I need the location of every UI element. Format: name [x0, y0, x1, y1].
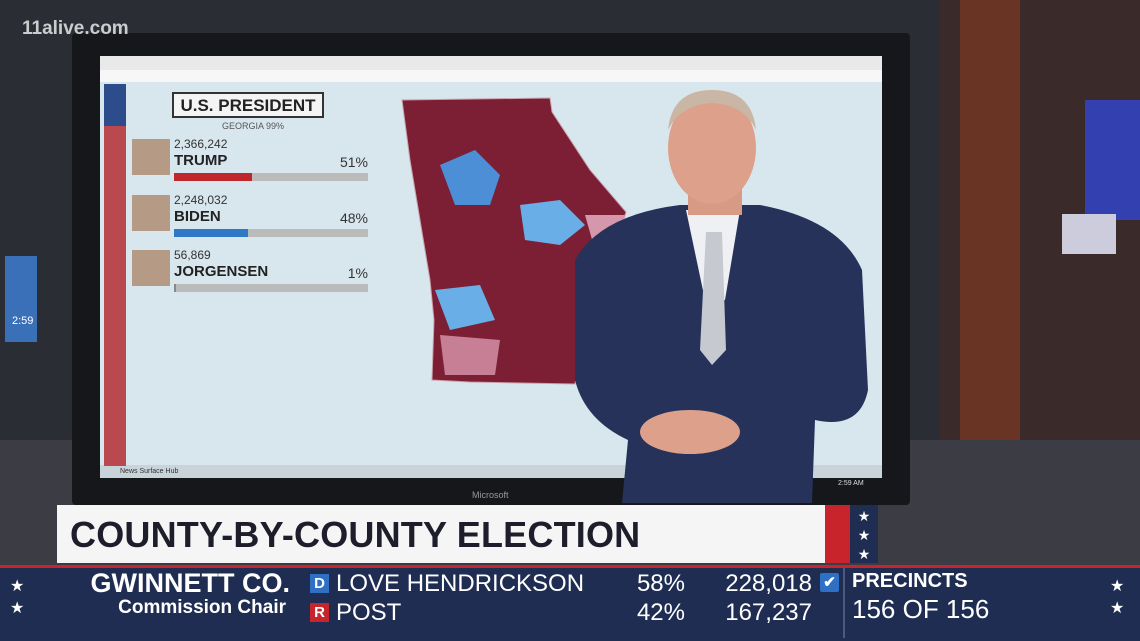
monitor — [1062, 214, 1116, 254]
star-block — [104, 84, 126, 126]
candidate: 56,869 JORGENSEN 1% — [132, 248, 368, 298]
candidate-photo — [132, 250, 170, 286]
star: ★ — [858, 527, 871, 543]
side-clock: 2:59 — [12, 315, 34, 327]
presenter-tie — [700, 232, 726, 365]
bar-fill — [174, 284, 176, 292]
map-blue-east — [520, 200, 585, 245]
race-office: Commission Chair — [118, 597, 286, 618]
precincts-value: 156 OF 156 — [852, 594, 990, 624]
divider — [843, 568, 845, 638]
candidate: 2,366,242 TRUMP 51% — [132, 137, 368, 187]
browser-bar — [100, 70, 882, 82]
bar-track — [174, 229, 368, 237]
ticker-stars: ★ ★ — [1110, 578, 1125, 617]
map-blue-metro — [440, 150, 500, 205]
candidate-votes: 56,869 — [174, 248, 211, 262]
result-percent: 58% — [636, 570, 685, 597]
hub-clock: 2:59 AM — [838, 480, 864, 487]
studio-light — [1085, 100, 1140, 220]
winner-check: ✔ — [820, 573, 839, 592]
result-name: POST — [336, 599, 402, 626]
result-name: LOVE HENDRICKSON — [336, 570, 585, 597]
race-name: GWINNETT CO. — [90, 568, 290, 598]
browser-tabs — [100, 56, 882, 70]
hub-label: News Surface Hub — [120, 468, 179, 475]
bar-fill — [174, 229, 248, 237]
star: ★ — [858, 546, 871, 562]
candidate-name: TRUMP — [174, 152, 228, 169]
candidate-photo — [132, 139, 170, 175]
party-badge: R — [310, 603, 329, 622]
headline-stars-bg — [850, 505, 878, 563]
presenter-hair — [668, 90, 756, 130]
candidate-name: JORGENSEN — [174, 263, 269, 280]
ticker-bar — [0, 565, 1140, 641]
candidate-percent: 48% — [339, 210, 368, 226]
panel-title: U.S. PRESIDENT — [172, 92, 324, 118]
side-screen — [5, 256, 37, 342]
bar-fill — [174, 173, 252, 181]
candidate: 2,248,032 BIDEN 48% — [132, 193, 368, 243]
candidate-votes: 2,248,032 — [174, 193, 228, 207]
precincts-label: PRECINCTS — [852, 570, 968, 592]
candidate-name: BIDEN — [174, 208, 221, 225]
candidate-photo — [132, 195, 170, 231]
map-blue-south — [435, 285, 495, 330]
hub-brand: Microsoft — [472, 490, 509, 500]
watermark: 11alive.com — [22, 18, 129, 39]
result-percent: 42% — [636, 599, 685, 626]
panel-subtitle: GEORGIA 99% — [222, 121, 285, 131]
presenter-hands — [640, 410, 740, 454]
headline-red — [825, 505, 850, 563]
wood-pillar — [960, 0, 1020, 440]
candidate-percent: 51% — [339, 154, 368, 170]
ticker-stars: ★ ★ — [10, 578, 25, 617]
candidate-percent: 1% — [347, 265, 368, 281]
party-badge: D — [310, 574, 329, 593]
result-votes: 228,018 — [725, 570, 812, 597]
result-votes: 167,237 — [725, 599, 812, 626]
presenter-head — [668, 92, 756, 204]
map-pink — [440, 335, 500, 375]
red-stripe — [104, 84, 126, 466]
bar-track — [174, 284, 368, 292]
bar-track — [174, 173, 368, 181]
candidate-votes: 2,366,242 — [174, 137, 228, 151]
star: ★ — [858, 508, 871, 524]
headline: COUNTY-BY-COUNTY ELECTION NUMBERS — [57, 505, 825, 615]
